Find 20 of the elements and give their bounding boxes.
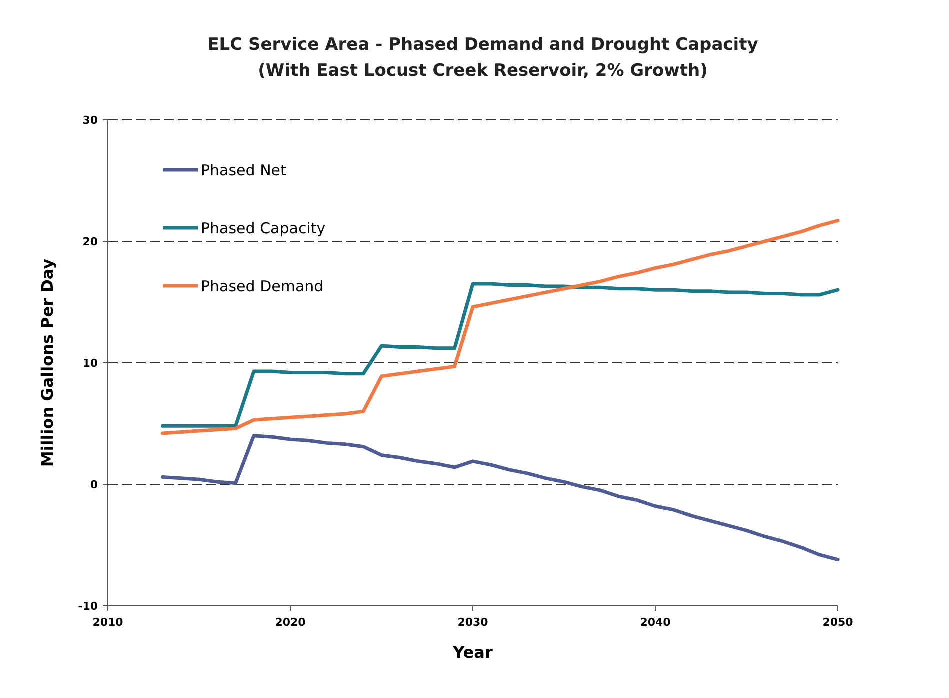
x-tick-label: 2010 — [92, 616, 124, 629]
legend-label: Phased Capacity — [201, 219, 326, 238]
legend-label: Phased Net — [201, 161, 287, 180]
y-axis-title: Million Gallons Per Day — [38, 258, 57, 468]
x-tick-label: 2040 — [640, 616, 672, 629]
line-series — [161, 219, 840, 436]
y-tick-label: 20 — [82, 235, 98, 248]
legend-label: Phased Demand — [201, 277, 324, 296]
x-axis-title: Year — [452, 643, 493, 662]
x-tick-label: 2050 — [822, 616, 854, 629]
y-tick-label: 0 — [90, 478, 98, 492]
x-tick-label: 2030 — [458, 616, 489, 629]
line-series — [161, 282, 840, 428]
y-tick-label: -10 — [78, 600, 98, 613]
y-tick-label: 10 — [82, 356, 98, 370]
y-tick-label: 30 — [82, 114, 98, 127]
x-tick-label: 2020 — [275, 616, 306, 629]
chart-title: ELC Service Area - Phased Demand and Drought Capacity — [208, 35, 758, 55]
line-series — [161, 434, 840, 562]
chart-subtitle: (With East Locust Creek Reservoir, 2% Growth) — [258, 61, 708, 81]
